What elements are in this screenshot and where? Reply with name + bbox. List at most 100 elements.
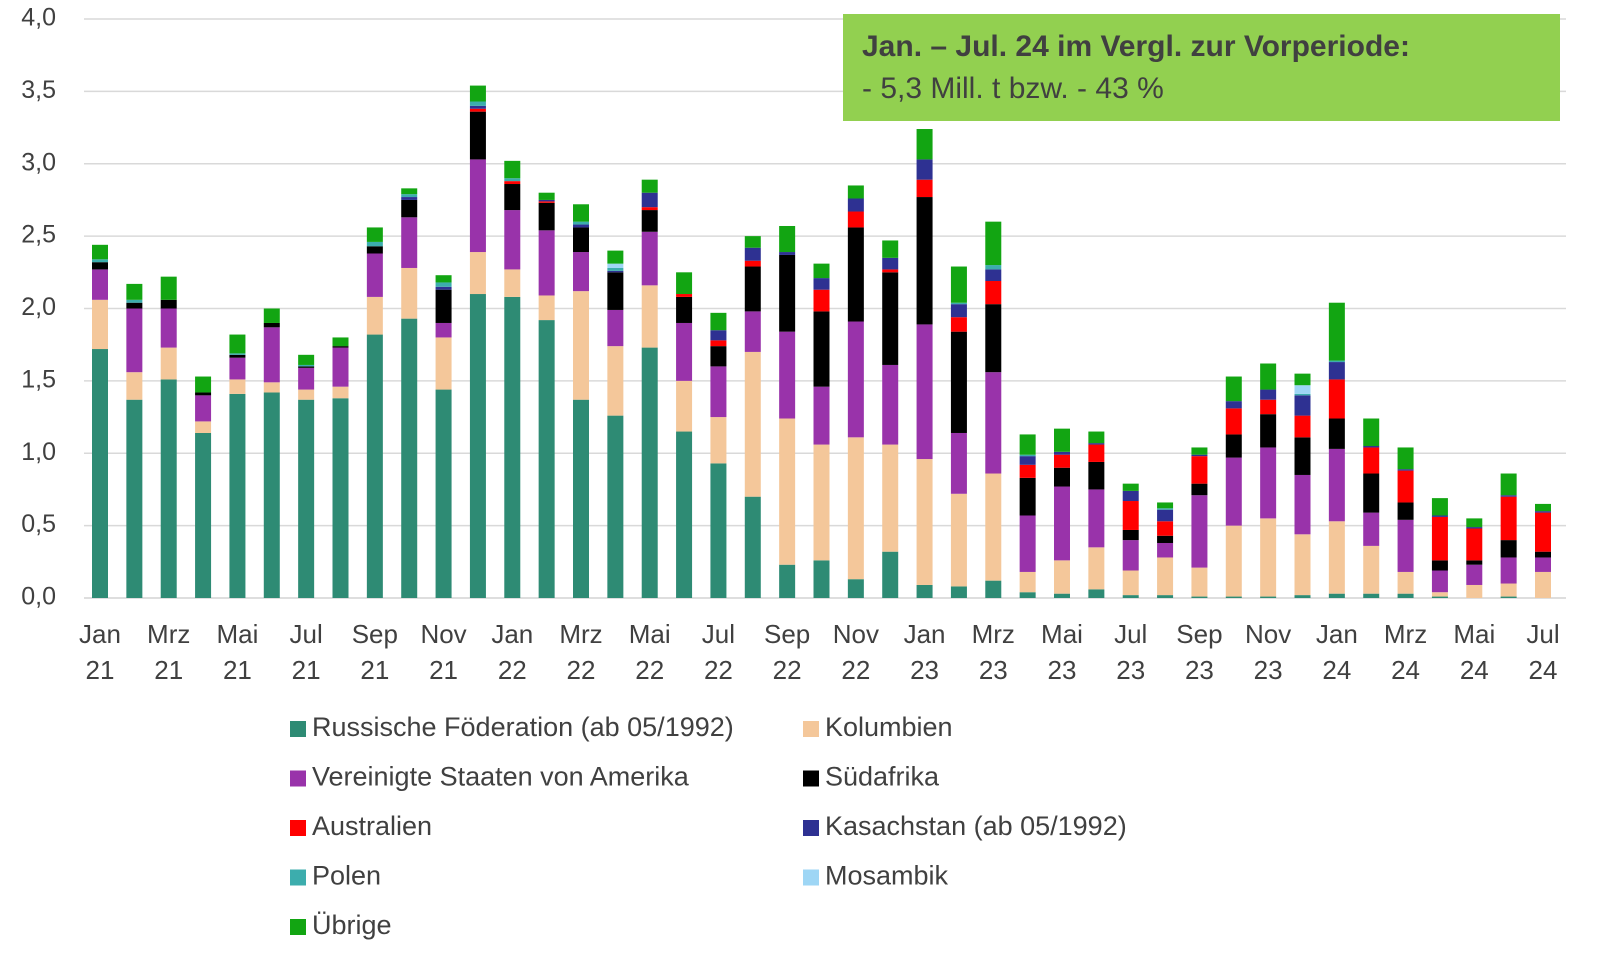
bar-segment bbox=[1535, 571, 1551, 598]
bar-segment bbox=[1363, 512, 1380, 546]
bar-segment bbox=[1157, 521, 1174, 536]
bar-segment bbox=[1363, 447, 1380, 474]
bar-segment bbox=[1260, 389, 1277, 400]
bar-segment bbox=[1431, 516, 1448, 561]
bar-segment bbox=[1088, 589, 1105, 598]
bar-segment bbox=[1500, 583, 1517, 597]
bar-segment bbox=[573, 227, 589, 253]
bar-segment bbox=[1260, 596, 1277, 598]
y-tick-label: 2,5 bbox=[21, 221, 56, 249]
legend-label: Vereinigte Staaten von Amerika bbox=[312, 762, 690, 792]
bar-segment bbox=[160, 379, 177, 598]
bar-segment bbox=[779, 252, 796, 255]
bar-segment bbox=[92, 269, 108, 300]
bar-segment bbox=[160, 308, 177, 348]
legend-label: Südafrika bbox=[825, 762, 940, 792]
bar-segment bbox=[676, 322, 693, 381]
x-tick-label: Jul 22 bbox=[701, 619, 736, 685]
bar-segment bbox=[1088, 444, 1105, 462]
bar-segment bbox=[1500, 496, 1517, 541]
y-tick-label: 0,0 bbox=[21, 583, 56, 611]
x-tick-label: Mrz 21 bbox=[147, 619, 191, 685]
bar-segment bbox=[1397, 571, 1414, 594]
bar-segment bbox=[744, 236, 761, 248]
bar-segment bbox=[950, 331, 967, 433]
bar-segment bbox=[1019, 571, 1036, 593]
bar-segment bbox=[1225, 376, 1242, 402]
bar-segment bbox=[985, 473, 1002, 581]
bar-segment bbox=[504, 184, 521, 211]
bar-segment bbox=[882, 444, 899, 552]
bar-segment bbox=[92, 349, 108, 598]
bar-segment bbox=[1157, 542, 1174, 558]
bar-segment bbox=[985, 265, 1002, 270]
y-tick-label: 3,0 bbox=[21, 148, 56, 176]
bar-segment bbox=[504, 296, 521, 598]
bar-segment bbox=[813, 278, 830, 290]
x-tick-label: Sep 23 bbox=[1176, 619, 1223, 685]
bar-segment bbox=[1466, 560, 1483, 565]
bar-segment bbox=[676, 294, 693, 297]
bar-segment bbox=[1157, 509, 1174, 522]
legend-label: Mosambik bbox=[825, 861, 949, 891]
bar-segment bbox=[1122, 595, 1139, 598]
bar-segment bbox=[847, 437, 864, 580]
bar-segment bbox=[366, 227, 383, 242]
bar-segment bbox=[538, 201, 555, 203]
bar-segment bbox=[1294, 437, 1311, 475]
bar-segment bbox=[1225, 434, 1242, 458]
y-tick-label: 3,5 bbox=[21, 76, 56, 104]
bar-segment bbox=[573, 221, 589, 225]
bar-segment bbox=[401, 318, 418, 598]
bar-segment bbox=[744, 496, 761, 598]
y-tick-label: 1,5 bbox=[21, 365, 56, 393]
bar-segment bbox=[985, 221, 1002, 266]
bar-segment bbox=[1054, 486, 1070, 561]
bar-segment bbox=[195, 395, 212, 422]
bar-segment bbox=[1363, 545, 1380, 594]
bar-segment bbox=[538, 192, 555, 200]
bar-segment bbox=[435, 337, 452, 390]
bar-segment bbox=[1157, 557, 1174, 596]
bar-segment bbox=[332, 386, 349, 399]
bar-segment bbox=[607, 250, 624, 264]
bar-segment bbox=[1328, 379, 1345, 419]
bar-segment bbox=[435, 286, 452, 290]
bar-segment bbox=[504, 269, 521, 297]
bar-segment bbox=[1500, 473, 1517, 496]
bar-segment bbox=[607, 309, 624, 347]
bar-segment bbox=[1294, 373, 1311, 386]
bar-segment bbox=[469, 111, 486, 160]
bar-segment bbox=[573, 204, 589, 222]
bar-segment bbox=[435, 282, 452, 287]
bar-segment bbox=[950, 317, 967, 332]
bar-segment bbox=[1294, 385, 1311, 394]
bar-segment bbox=[607, 415, 624, 598]
bar-segment bbox=[607, 272, 624, 310]
bar-segment bbox=[469, 252, 486, 295]
bar-segment bbox=[126, 399, 143, 598]
bar-segment bbox=[469, 85, 486, 102]
bar-segment bbox=[298, 366, 315, 368]
bar-segment bbox=[916, 584, 933, 598]
bar-segment bbox=[1122, 490, 1139, 502]
bar-segment bbox=[1225, 525, 1242, 597]
bar-segment bbox=[813, 311, 830, 387]
bar-segment bbox=[1088, 431, 1105, 444]
bar-segment bbox=[1088, 547, 1105, 590]
bar-segment bbox=[1260, 414, 1277, 448]
x-tick-label: Sep 21 bbox=[351, 619, 398, 685]
bar-segment bbox=[882, 240, 899, 258]
legend-label: Russische Föderation (ab 05/1992) bbox=[312, 712, 734, 742]
bar-segment bbox=[1431, 498, 1448, 516]
bar-segment bbox=[1466, 518, 1483, 528]
bar-segment bbox=[1122, 540, 1139, 571]
bar-segment bbox=[92, 244, 108, 260]
bar-segment bbox=[366, 246, 383, 254]
bar-segment bbox=[229, 379, 246, 394]
bar-segment bbox=[298, 389, 315, 400]
bar-segment bbox=[779, 331, 796, 419]
bar-segment bbox=[229, 354, 246, 358]
bar-segment bbox=[1397, 519, 1414, 572]
